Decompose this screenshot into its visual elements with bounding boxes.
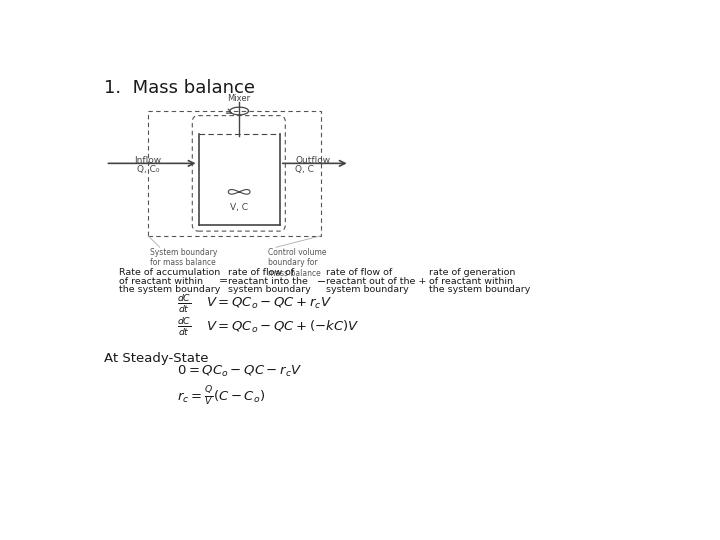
Text: $0 = QC_o - QC - r_c V$: $0 = QC_o - QC - r_c V$ bbox=[177, 364, 302, 379]
Text: 1.  Mass balance: 1. Mass balance bbox=[104, 79, 255, 97]
Text: =: = bbox=[219, 276, 228, 287]
Text: Q, C: Q, C bbox=[295, 165, 314, 174]
Text: $V = QC_o - QC + (-kC)V$: $V = QC_o - QC + (-kC)V$ bbox=[206, 319, 360, 335]
Text: Outflow: Outflow bbox=[295, 157, 330, 165]
Text: $\frac{dC}{dt}$: $\frac{dC}{dt}$ bbox=[177, 293, 192, 315]
Text: rate of flow of: rate of flow of bbox=[326, 268, 392, 277]
Text: system boundary: system boundary bbox=[228, 285, 311, 294]
Text: reactant into the: reactant into the bbox=[228, 276, 308, 286]
Text: System boundary
for mass balance: System boundary for mass balance bbox=[150, 248, 218, 267]
Text: rate of generation: rate of generation bbox=[429, 268, 516, 277]
Text: $\frac{dC}{dt}$: $\frac{dC}{dt}$ bbox=[177, 315, 192, 338]
Text: At Steady-State: At Steady-State bbox=[104, 352, 209, 365]
Text: the system boundary: the system boundary bbox=[429, 285, 531, 294]
Text: V, C: V, C bbox=[230, 202, 248, 212]
Text: system boundary: system boundary bbox=[326, 285, 409, 294]
Text: rate of flow of: rate of flow of bbox=[228, 268, 294, 277]
Text: reactant out of the +: reactant out of the + bbox=[326, 276, 427, 286]
Text: of reactant within: of reactant within bbox=[429, 276, 513, 286]
Text: of reactant within: of reactant within bbox=[120, 276, 204, 286]
Bar bbox=[148, 111, 321, 236]
Text: Inflow: Inflow bbox=[135, 157, 162, 165]
Text: $V = QC_o - QC + r_c V$: $V = QC_o - QC + r_c V$ bbox=[206, 296, 332, 311]
Text: Control volume
boundary for
mass balance: Control volume boundary for mass balance bbox=[269, 248, 327, 278]
Text: −: − bbox=[317, 276, 326, 287]
Text: Q, C₀: Q, C₀ bbox=[137, 165, 159, 174]
Text: the system boundary: the system boundary bbox=[120, 285, 221, 294]
Text: $r_c = \frac{Q}{V}(C - C_o)$: $r_c = \frac{Q}{V}(C - C_o)$ bbox=[177, 384, 265, 408]
Text: Mixer: Mixer bbox=[228, 94, 251, 103]
Text: Rate of accumulation: Rate of accumulation bbox=[120, 268, 221, 277]
